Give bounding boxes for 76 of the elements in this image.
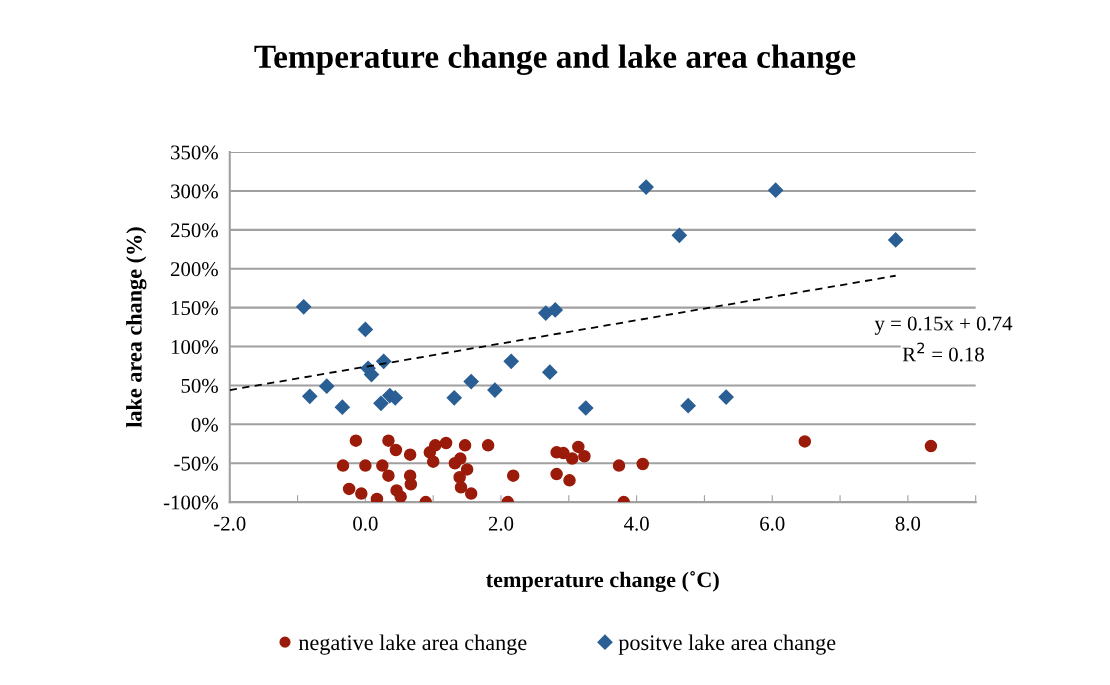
point bbox=[359, 459, 372, 472]
point bbox=[638, 179, 654, 195]
point bbox=[357, 321, 373, 337]
point bbox=[506, 469, 520, 482]
point bbox=[334, 399, 350, 415]
x-tick-label: -2.0 bbox=[214, 516, 246, 531]
x-tick-label: 0.0 bbox=[353, 516, 378, 531]
point bbox=[547, 302, 563, 318]
point bbox=[342, 482, 356, 496]
point bbox=[481, 439, 495, 452]
annotation: y = 0.15x + 0.74 bbox=[874, 316, 1013, 335]
point bbox=[463, 373, 479, 390]
point bbox=[355, 487, 368, 500]
point bbox=[563, 474, 576, 487]
point bbox=[503, 353, 519, 369]
point bbox=[680, 398, 696, 414]
point bbox=[349, 434, 363, 447]
x-tick-label: 4.0 bbox=[624, 516, 649, 531]
x-tick-label: 6.0 bbox=[760, 516, 785, 531]
point bbox=[557, 446, 570, 460]
x-tick-label: 2.0 bbox=[488, 516, 514, 531]
point bbox=[565, 452, 579, 465]
point bbox=[888, 232, 904, 248]
point bbox=[428, 439, 442, 452]
point bbox=[578, 449, 591, 463]
y-tick-label: 250% bbox=[170, 223, 218, 238]
y-tick-label: 0% bbox=[191, 417, 218, 432]
legend-label: positve lake area change bbox=[618, 634, 836, 655]
point bbox=[376, 459, 389, 472]
point bbox=[453, 470, 466, 484]
x-axis-title: temperature change (˚C) bbox=[486, 571, 719, 592]
point bbox=[636, 457, 649, 471]
point bbox=[319, 378, 335, 394]
point bbox=[798, 435, 812, 448]
point bbox=[302, 388, 318, 404]
y-tick-label: 300% bbox=[171, 184, 218, 199]
point bbox=[370, 492, 384, 503]
chart-title: Temperature change and lake area change bbox=[254, 44, 856, 76]
point bbox=[296, 299, 312, 315]
point bbox=[924, 439, 938, 453]
point bbox=[454, 481, 468, 494]
point bbox=[382, 434, 395, 447]
point bbox=[404, 477, 418, 491]
point bbox=[671, 227, 687, 243]
point bbox=[458, 439, 472, 452]
point bbox=[454, 452, 467, 465]
point bbox=[718, 389, 734, 405]
point bbox=[446, 390, 462, 406]
y-tick-label: 200% bbox=[170, 262, 218, 277]
point bbox=[464, 487, 478, 500]
point bbox=[426, 455, 440, 468]
point bbox=[542, 364, 558, 380]
point bbox=[336, 459, 350, 472]
y-tick-label: 150% bbox=[171, 301, 218, 316]
point bbox=[487, 382, 503, 398]
point bbox=[373, 395, 389, 411]
annotation: R$^{2}$ = 0.18 bbox=[902, 342, 984, 362]
point bbox=[768, 182, 784, 198]
y-axis-title: lake area change (%) bbox=[126, 227, 147, 428]
point bbox=[382, 469, 395, 482]
y-tick-label: -50% bbox=[174, 456, 218, 471]
point bbox=[460, 463, 474, 476]
point bbox=[612, 459, 626, 472]
point bbox=[389, 443, 403, 457]
y-tick-label: -100% bbox=[163, 495, 218, 510]
x-tick-label: 8.0 bbox=[895, 516, 921, 531]
legend-label: negative lake area change bbox=[298, 634, 527, 655]
point bbox=[439, 436, 453, 450]
point bbox=[578, 400, 594, 416]
point bbox=[550, 467, 563, 481]
y-tick-label: 50% bbox=[181, 378, 218, 393]
y-tick-label: 100% bbox=[171, 339, 218, 355]
y-tick-label: 350% bbox=[171, 145, 218, 160]
point bbox=[394, 490, 407, 503]
point bbox=[572, 440, 585, 454]
point bbox=[403, 448, 417, 461]
